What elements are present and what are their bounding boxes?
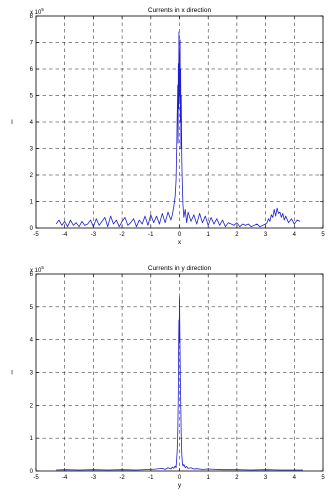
x-tick-label: -4 (62, 475, 68, 481)
y-tick-label: 7 (30, 41, 34, 47)
x-tick-label: -1 (148, 232, 154, 238)
x-tick-label: 4 (293, 475, 297, 481)
x-tick-label: 1 (207, 475, 211, 481)
series-line (56, 296, 303, 471)
x-tick-label: -3 (91, 232, 97, 238)
y-tick-label: 6 (30, 272, 34, 278)
exponent-base: x 10 (30, 10, 42, 16)
x-tick-label: -2 (119, 475, 125, 481)
x-tick-label: 3 (264, 232, 268, 238)
x-tick-label: 3 (264, 475, 268, 481)
y-tick-label: 4 (30, 120, 34, 126)
y-tick-label: 2 (30, 173, 34, 179)
y-tick-label: 0 (30, 469, 34, 475)
x-tick-label: -5 (33, 232, 39, 238)
x-tick-label: 4 (293, 232, 297, 238)
y-tick-label: 8 (30, 14, 34, 20)
y-tick-label: 3 (30, 147, 34, 153)
x-tick-label: 0 (178, 232, 182, 238)
x-tick-label: -1 (148, 475, 154, 481)
x-tick-label: -5 (33, 475, 39, 481)
y-tick-label: 5 (30, 94, 34, 100)
x-tick-label: 2 (235, 475, 239, 481)
y-tick-label: 5 (30, 305, 34, 311)
y-tick-label: 6 (30, 67, 34, 73)
x-tick-label: 1 (207, 232, 211, 238)
x-tick-label: -4 (62, 232, 68, 238)
y-tick-label: 0 (30, 226, 34, 232)
axis-exponent-label: x 105 (30, 265, 44, 274)
exponent-base: x 10 (30, 268, 42, 274)
chart-y-currents: -5 -4 -3 -2 -1 0 1 2 3 4 5 0 1 2 3 4 5 6 Currents in y dir… (11, 265, 325, 489)
series-line (55, 31, 301, 228)
x-tick-label: -3 (91, 475, 97, 481)
axis-exponent-label: x 105 (30, 7, 44, 16)
y-tick-label: 1 (30, 200, 34, 206)
x-axis-label: x (178, 239, 182, 246)
x-tick-label: 5 (321, 232, 325, 238)
y-axis-label: I (11, 370, 13, 377)
x-tick-label: 0 (178, 475, 182, 481)
y-tick-label: 2 (30, 403, 34, 409)
chart-title: Currents in x direction (148, 7, 212, 14)
exponent-power: 5 (41, 7, 44, 12)
exponent-power: 5 (41, 265, 44, 270)
x-tick-label: -2 (119, 232, 125, 238)
x-tick-label: 2 (235, 232, 239, 238)
chart-x-currents: -5 -4 -3 -2 -1 0 1 2 3 4 5 0 1 2 3 4 5 6 7 8 Currents in x d… (11, 7, 325, 246)
x-tick-label: 5 (321, 475, 325, 481)
chart-title: Currents in y direction (148, 265, 212, 272)
y-axis-label: I (11, 119, 13, 126)
y-tick-label: 3 (30, 371, 34, 377)
y-tick-label: 1 (30, 436, 34, 442)
y-tick-label: 4 (30, 338, 34, 344)
x-axis-label: y (178, 482, 182, 489)
